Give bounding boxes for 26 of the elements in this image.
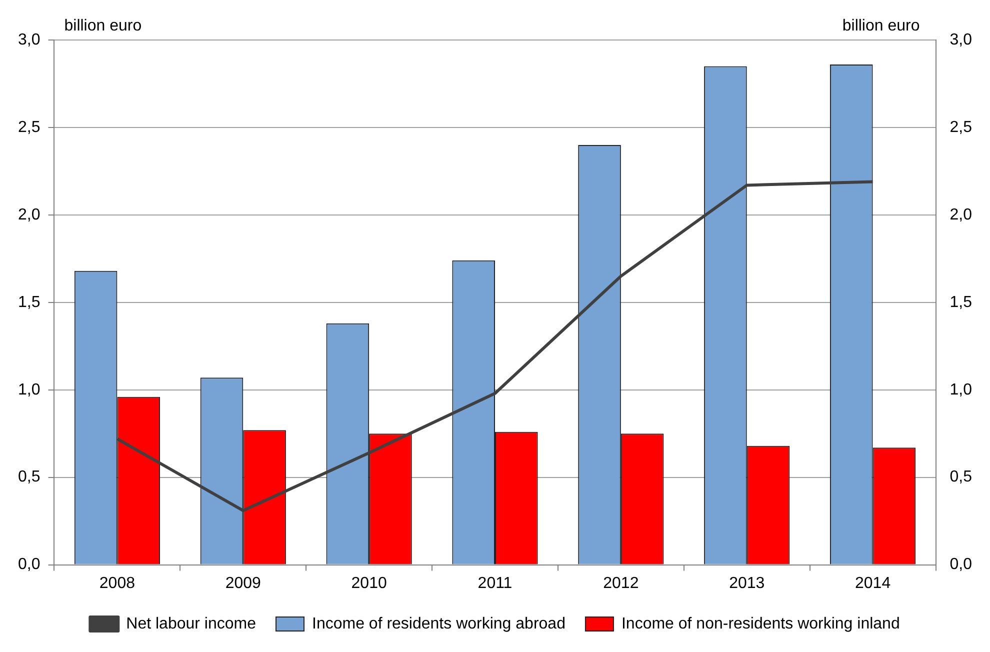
y-tick-label: 1,5 <box>18 294 40 311</box>
x-tick-label: 2008 <box>99 574 136 592</box>
x-tick-label: 2009 <box>225 574 262 592</box>
x-tick-label: 2011 <box>478 574 512 592</box>
y-tick-label: 2,5 <box>18 118 40 136</box>
x-tick-label: 2013 <box>729 574 765 592</box>
y2-tick-label: 0,0 <box>950 556 972 574</box>
y2-tick-label: 3,0 <box>950 31 972 48</box>
y-tick-label: 3,0 <box>18 31 40 48</box>
y2-tick-label: 2,0 <box>950 206 972 224</box>
y2-tick-label: 0,5 <box>950 468 972 486</box>
y-tick-label: 2,0 <box>18 206 40 224</box>
y-tick-label: 0,0 <box>18 556 40 574</box>
y-tick-label: 0,5 <box>18 468 40 486</box>
y2-tick-label: 1,5 <box>950 294 972 311</box>
legend-label: Net labour income <box>126 615 256 632</box>
y-tick-label: 1,0 <box>18 381 40 398</box>
y2-axis-title: billion euro <box>842 17 920 34</box>
x-tick-label: 2010 <box>351 574 387 592</box>
legend-label: Income of non-residents working inland <box>621 615 900 632</box>
legend-label: Income of residents working abroad <box>312 615 566 632</box>
x-tick-label: 2012 <box>603 574 639 592</box>
y2-tick-label: 2,5 <box>950 118 972 136</box>
x-tick-label: 2014 <box>854 574 891 592</box>
y-axis-title: billion euro <box>64 17 142 34</box>
y2-tick-label: 1,0 <box>950 381 972 398</box>
